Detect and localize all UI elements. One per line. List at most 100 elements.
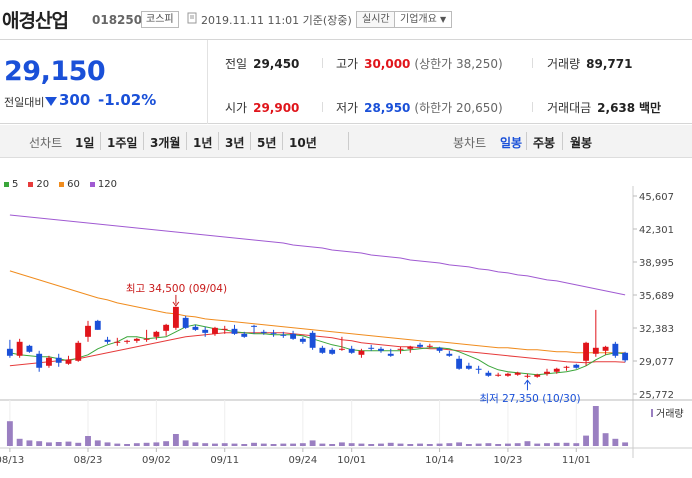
candle-body	[75, 342, 82, 361]
candle-body	[172, 306, 179, 328]
volume-bar	[446, 443, 453, 446]
y-tick-label: 42,301	[639, 225, 674, 236]
divider	[532, 58, 533, 68]
volume-bar	[485, 443, 492, 446]
candle-body	[163, 324, 170, 331]
ma5-line	[9, 324, 626, 376]
stock-header: 애경산업 018250 코스피 2019.11.11 11:01 기준(장중) …	[0, 0, 692, 40]
clock-icon	[187, 12, 197, 24]
candle-body	[378, 348, 384, 351]
volume-bar	[241, 444, 248, 446]
candle-body	[475, 368, 482, 370]
candle-chart-label[interactable]: 봉차트	[453, 136, 487, 150]
line-chart-label[interactable]: 선차트	[29, 136, 63, 150]
ma60-line	[9, 270, 626, 354]
period-10y[interactable]: 10년	[289, 136, 317, 150]
legend-swatch-ma60	[59, 182, 65, 187]
high-value: 30,000	[364, 57, 411, 71]
candle-body	[153, 331, 160, 337]
volume-bar	[299, 443, 306, 446]
legend-item: 20	[28, 179, 49, 190]
candle-body	[16, 341, 23, 356]
volume-bar	[602, 433, 609, 446]
upper-limit: (상한가 38,250)	[414, 57, 503, 71]
y-tick-label: 32,383	[639, 324, 674, 335]
y-tick-label: 29,077	[639, 357, 674, 368]
candle-body	[583, 342, 589, 361]
volume-bar	[85, 436, 91, 446]
candle-body	[124, 340, 130, 342]
candle-body	[231, 328, 238, 334]
candle-body	[309, 332, 316, 348]
period-5y[interactable]: 5년	[257, 136, 277, 150]
period-3y[interactable]: 3년	[225, 136, 245, 150]
candle-body	[563, 366, 570, 368]
candle-body	[221, 328, 228, 330]
volume-bar	[456, 442, 463, 446]
period-1d[interactable]: 1일	[75, 136, 95, 150]
chart-legend: 5 20 60 120	[4, 179, 117, 190]
divider	[322, 58, 323, 68]
candle-body	[446, 353, 453, 356]
volume-bar	[583, 435, 589, 446]
candle-body	[358, 350, 365, 355]
candle-body	[319, 347, 326, 353]
y-tick-label: 25,772	[639, 390, 674, 401]
legend-swatch-ma120	[89, 182, 95, 187]
volume-bar	[426, 444, 433, 446]
candle-weekly[interactable]: 주봉	[533, 136, 556, 150]
candle-body	[192, 326, 199, 330]
candle-body	[6, 348, 13, 356]
candle-body	[505, 373, 511, 376]
candle-daily[interactable]: 일봉	[500, 136, 523, 150]
candle-body	[534, 374, 541, 377]
candle-body	[241, 333, 248, 337]
candlestick-chart[interactable]: 45,607 42,301 38,995 35,689 32,383 29,077 25,7…	[0, 158, 692, 478]
volume-bar	[592, 406, 599, 446]
volume-bar	[544, 443, 550, 446]
volume-bar	[36, 441, 43, 446]
volume-bar	[563, 442, 570, 446]
volume-bar	[348, 443, 355, 446]
divider	[282, 132, 283, 150]
candle-body	[514, 372, 521, 375]
x-tick-label: 10/23	[494, 455, 523, 466]
period-3m[interactable]: 3개월	[150, 136, 181, 150]
candle-body	[592, 347, 599, 354]
volume-value: 89,771	[586, 57, 633, 71]
volume-bar	[94, 440, 101, 446]
high-label: 고가	[336, 57, 359, 71]
company-overview-button[interactable]: 기업개요 ▼	[394, 11, 453, 28]
volume-bar	[329, 444, 336, 446]
candle-body	[368, 347, 375, 349]
volume-bar	[46, 442, 52, 446]
price-chart[interactable]: 5 20 60 120 45,607 42,301 38,995 35,689 32,3…	[0, 158, 692, 478]
volume-bar	[231, 443, 238, 446]
volume-bar	[182, 440, 189, 446]
realtime-button[interactable]: 실시간	[356, 11, 396, 28]
legend-label-ma60: 60	[67, 179, 80, 190]
x-tick-label: 08/23	[74, 455, 103, 466]
candle-body	[544, 371, 550, 374]
candle-body	[46, 357, 52, 366]
period-1y[interactable]: 1년	[193, 136, 213, 150]
divider	[100, 132, 101, 150]
candle-body	[85, 325, 91, 337]
high-cell: 고가 30,000 (상한가 38,250)	[336, 55, 503, 72]
volume-bar	[436, 443, 443, 446]
candle-body	[465, 365, 472, 369]
company-overview-label: 기업개요	[400, 14, 437, 25]
candle-body	[456, 358, 463, 369]
low-label: 저가	[336, 101, 359, 115]
volume-bar	[524, 441, 531, 446]
candle-monthly[interactable]: 월봉	[570, 136, 593, 150]
volume-bar	[417, 443, 423, 446]
period-1w[interactable]: 1주일	[107, 136, 138, 150]
candle-body	[397, 348, 404, 350]
trade-value-cell: 거래대금 2,638 백만	[547, 99, 661, 116]
candle-body	[524, 375, 531, 377]
prev-close-cell: 전일 29,450	[225, 55, 299, 72]
volume-bar	[124, 444, 130, 446]
low-cell: 저가 28,950 (하한가 20,650)	[336, 99, 503, 116]
candle-body	[114, 341, 121, 343]
